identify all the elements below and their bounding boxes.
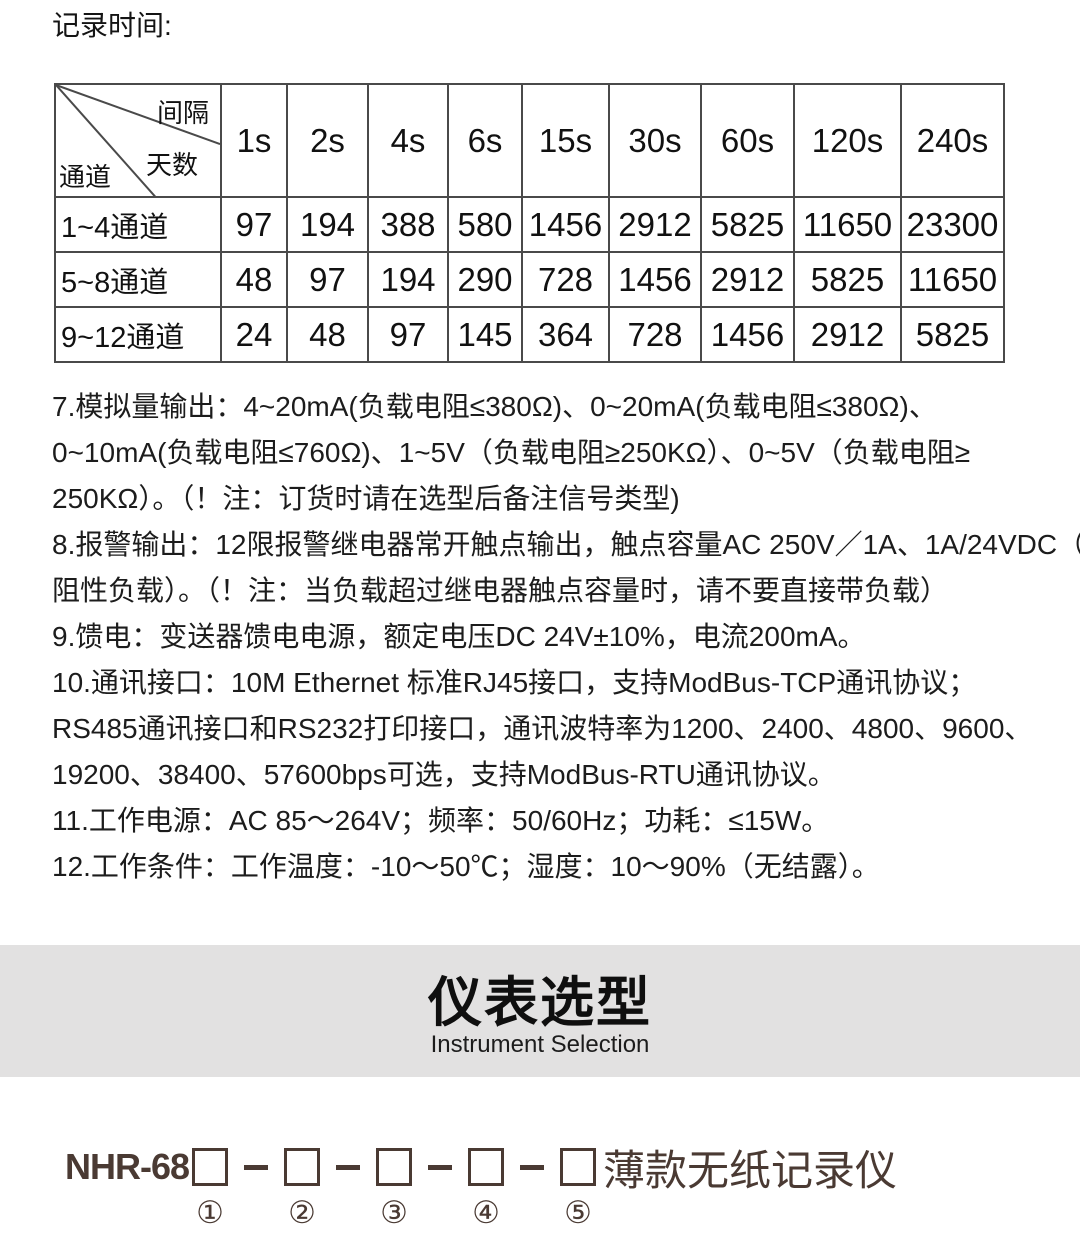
days-value: 580: [447, 196, 523, 253]
spec-line: 250KΩ）。（！注：订货时请在选型后备注信号类型): [52, 483, 680, 514]
circled-number-1: ①: [196, 1195, 224, 1230]
days-value: 97: [286, 251, 369, 308]
corner-label-channel: 通道: [59, 162, 112, 192]
days-value: 5825: [793, 251, 902, 308]
days-value: 1456: [521, 196, 610, 253]
days-value: 23300: [900, 196, 1005, 253]
model-option-box-5: ⑤: [560, 1148, 596, 1228]
spec-line: 19200、38400、57600bps可选，支持ModBus-RTU通讯协议。: [52, 759, 836, 790]
corner-label-interval: 间隔: [157, 98, 210, 128]
days-value: 11650: [793, 196, 902, 253]
days-value: 290: [447, 251, 523, 308]
spec-line: 阻性负载）。（！注：当负载超过继电器触点容量时，请不要直接带负载）: [52, 575, 949, 606]
days-value: 194: [367, 251, 449, 308]
days-value: 48: [220, 251, 288, 308]
days-value: 97: [220, 196, 288, 253]
model-option-box-2: ②: [284, 1148, 320, 1228]
interval-header: 15s: [521, 83, 610, 198]
days-value: 364: [521, 306, 610, 363]
spec-line: 11.工作电源：AC 85～264V；频率：50/60Hz；功耗：≤15W。: [52, 805, 830, 836]
days-value: 145: [447, 306, 523, 363]
model-option-box-1: ①: [192, 1148, 228, 1228]
days-value: 48: [286, 306, 369, 363]
interval-header: 6s: [447, 83, 523, 198]
days-value: 2912: [793, 306, 902, 363]
channel-label: 5~8通道: [54, 251, 222, 308]
days-value: 2912: [608, 196, 702, 253]
days-value: 5825: [900, 306, 1005, 363]
days-value: 1456: [608, 251, 702, 308]
dash-separator: [244, 1164, 268, 1170]
banner-title: 仪表选型: [428, 973, 652, 1033]
model-code-diagram: NHR-68 ① ② ③ ④ ⑤ 薄款无纸记录仪: [65, 1144, 897, 1228]
banner-subtitle: Instrument Selection: [430, 1031, 650, 1058]
spec-line: 7.模拟量输出：4~20mA(负载电阻≤380Ω)、0~20mA(负载电阻≤38…: [52, 391, 937, 422]
days-value: 728: [608, 306, 702, 363]
spec-line: 12.工作条件：工作温度：-10～50℃；湿度：10～90%（无结露）。: [52, 851, 880, 882]
corner-label-days: 天数: [146, 150, 199, 180]
model-option-box-4: ④: [468, 1148, 504, 1228]
diagonal-divider-lines: [57, 86, 219, 195]
table-row: 5~8通道 48 97 194 290 728 1456 2912 5825 1…: [54, 251, 1005, 308]
circled-number-3: ③: [380, 1195, 408, 1230]
days-value: 97: [367, 306, 449, 363]
days-value: 2912: [700, 251, 795, 308]
interval-header: 4s: [367, 83, 449, 198]
interval-header: 240s: [900, 83, 1005, 198]
model-prefix: NHR-68: [65, 1146, 190, 1187]
section-title-record-time: 记录时间:: [52, 10, 172, 41]
dash-separator: [428, 1164, 452, 1170]
model-option-box-3: ③: [376, 1148, 412, 1228]
interval-header: 30s: [608, 83, 702, 198]
days-value: 11650: [900, 251, 1005, 308]
spec-line: 9.馈电：变送器馈电电源，额定电压DC 24V±10%，电流200mA。: [52, 621, 866, 652]
days-value: 24: [220, 306, 288, 363]
spec-paragraphs: 7.模拟量输出：4~20mA(负载电阻≤380Ω)、0~20mA(负载电阻≤38…: [52, 384, 1080, 890]
dash-separator: [520, 1164, 544, 1170]
record-time-table: 间隔 天数 通道 1s 2s 4s 6s 15s 30s 60s 120s 24…: [54, 83, 1005, 363]
days-value: 728: [521, 251, 610, 308]
spec-line: RS485通讯接口和RS232打印接口，通讯波特率为1200、2400、4800…: [52, 713, 1033, 744]
table-header-row: 间隔 天数 通道 1s 2s 4s 6s 15s 30s 60s 120s 24…: [54, 83, 1005, 198]
channel-label: 1~4通道: [54, 196, 222, 253]
interval-header: 2s: [286, 83, 369, 198]
days-value: 194: [286, 196, 369, 253]
spec-line: 10.通讯接口：10M Ethernet 标准RJ45接口，支持ModBus-T…: [52, 667, 977, 698]
interval-header: 120s: [793, 83, 902, 198]
days-value: 1456: [700, 306, 795, 363]
circled-number-5: ⑤: [564, 1195, 592, 1230]
corner-cell: 间隔 天数 通道: [54, 83, 222, 198]
interval-header: 60s: [700, 83, 795, 198]
model-suffix: 薄款无纸记录仪: [603, 1146, 898, 1194]
circled-number-4: ④: [472, 1195, 500, 1230]
channel-label: 9~12通道: [54, 306, 222, 363]
interval-header: 1s: [220, 83, 288, 198]
circled-number-2: ②: [288, 1195, 316, 1230]
days-value: 5825: [700, 196, 795, 253]
instrument-selection-banner: 仪表选型 Instrument Selection: [0, 945, 1080, 1077]
spec-line: 8.报警输出：12限报警继电器常开触点输出，触点容量AC 250V／1A、1A/…: [52, 529, 1080, 560]
table-row: 9~12通道 24 48 97 145 364 728 1456 2912 58…: [54, 306, 1005, 363]
dash-separator: [336, 1164, 360, 1170]
days-value: 388: [367, 196, 449, 253]
spec-line: 0~10mA(负载电阻≤760Ω)、1~5V（负载电阻≥250KΩ）、0~5V（…: [52, 437, 971, 468]
table-row: 1~4通道 97 194 388 580 1456 2912 5825 1165…: [54, 196, 1005, 253]
